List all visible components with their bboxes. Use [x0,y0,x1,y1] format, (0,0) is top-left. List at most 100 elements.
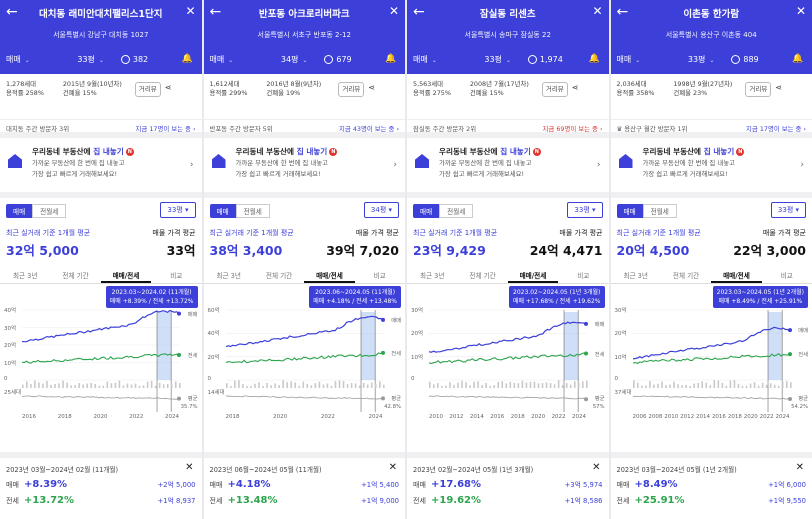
visitor-rank-bar[interactable]: 대치동 주간 방문자 3위 지금 17명이 보는 중 › [0,120,202,138]
chart-tab[interactable]: 비교 [780,272,793,280]
visitor-rank-bar[interactable]: 잠실동 주간 방문자 2위 지금 69명이 보는 중 › [407,120,609,138]
street-view-button[interactable]: 거리뷰 [134,82,161,98]
chevron-down-icon: ⌄ [505,56,511,64]
price-chart[interactable]: 2023.03~2024.05 (1년 2개월) 매매 +8.49% / 전세 +… [611,284,812,422]
price-area-select[interactable]: 33평 ▾ [160,202,196,218]
comments-button[interactable]: 382 [120,54,177,64]
chart-tab-active[interactable]: 매매/전세 [711,266,762,283]
sale-change-pct: +8.49% [634,479,678,490]
avg-price-label: 매물 가격 평균 [152,229,196,237]
tab-sale[interactable]: 매매 [616,204,643,218]
x-tick-label: 2020 [743,414,758,420]
x-tick-label: 2020 [273,414,288,420]
chart-tab[interactable]: 최근 3년 [419,272,445,280]
back-arrow-icon[interactable]: ← [616,4,629,20]
tab-jeonse[interactable]: 전월세 [642,204,677,218]
sale-series-line [225,315,383,348]
recent-price-label: 최근 실거래 기준 1개월 평균 [616,229,701,237]
area-select[interactable]: 34평 ⌄ [264,54,324,65]
close-icon[interactable]: ✕ [388,4,399,18]
share-icon[interactable]: ⋖ [571,83,579,92]
chart-tab[interactable]: 비교 [170,272,183,280]
share-icon[interactable]: ⋖ [368,83,375,92]
volume-bar [70,385,72,388]
bell-icon[interactable]: 🔔 [588,54,600,64]
bell-icon[interactable]: 🔔 [385,54,397,64]
price-chart[interactable]: 2023.06~2024.05 (11개월) 매매 +4.18% / 전세 +13… [204,284,406,422]
volume-bar [78,383,80,388]
price-chart[interactable]: 2023.03~2024.02 (11개월) 매매 +8.39% / 전세 +13… [0,284,202,422]
area-select[interactable]: 33평 ⌄ [60,54,120,65]
jeonse-label: 전세 [6,497,19,505]
share-icon[interactable]: ⋖ [775,83,782,92]
tab-jeonse[interactable]: 전월세 [439,204,474,218]
y-tick-label: 10억 [614,354,627,361]
close-icon[interactable]: ✕ [592,4,603,18]
street-view-button[interactable]: 거리뷰 [338,82,365,98]
list-property-banner[interactable]: 우리동네 부동산에 집 내놓기 N 가까운 부동산에 한 번에 집 내놓고 가장 … [0,138,202,198]
price-area-select[interactable]: 34평 ▾ [363,202,399,218]
comments-button[interactable]: 679 [324,54,380,64]
sale-label: 매매 [413,481,426,489]
chart-tab[interactable]: 전체 기간 [62,272,89,280]
comment-icon [527,54,537,64]
chart-tab[interactable]: 전체 기간 [672,272,700,280]
chart-tab[interactable]: 비교 [373,272,386,280]
volume-bar [477,381,479,388]
visitor-rank-bar[interactable]: ♛ 용산구 월간 방문자 1위 지금 17명이 보는 중 › [610,120,812,138]
chart-tab-active[interactable]: 매매/전세 [507,266,559,283]
back-arrow-icon[interactable]: ← [209,4,222,20]
chart-tab-active[interactable]: 매매/전세 [304,266,355,283]
street-view-button[interactable]: 거리뷰 [745,82,772,98]
chart-tab[interactable]: 최근 3년 [216,272,241,280]
share-icon[interactable]: ⋖ [164,83,172,92]
close-icon[interactable]: ✕ [185,4,196,18]
bell-icon[interactable]: 🔔 [181,54,193,64]
close-icon[interactable]: ✕ [592,462,601,473]
chart-tab[interactable]: 전체 기간 [469,272,496,280]
list-property-banner[interactable]: 우리동네 부동산에 집 내놓기 N 가까운 부동산에 한 번에 집 내놓고 가장 … [203,138,405,198]
list-property-banner[interactable]: 우리동네 부동산에 집 내놓기 N 가까운 부동산에 한 번에 집 내놓고 가장 … [610,138,812,198]
trade-type-select[interactable]: 매매 ⌄ [0,54,60,65]
area-select[interactable]: 33평 ⌄ [671,54,731,65]
chart-tab[interactable]: 최근 3년 [12,272,38,280]
visitor-rank-bar[interactable]: 반포동 주간 방문자 5위 지금 43명이 보는 중 › [203,120,405,138]
chart-tab[interactable]: 최근 3년 [623,272,648,280]
close-icon[interactable]: ✕ [185,462,194,473]
volume-bar [700,381,703,388]
trade-type-select[interactable]: 매매 ⌄ [204,54,264,65]
volume-bar [785,381,788,388]
close-icon[interactable]: ✕ [795,4,806,18]
bell-icon[interactable]: 🔔 [792,54,804,64]
back-arrow-icon[interactable]: ← [6,4,18,20]
trade-type-select[interactable]: 매매 ⌄ [407,54,467,65]
chevron-right-icon: › [596,160,601,170]
chart-tab[interactable]: 전체 기간 [265,272,293,280]
sale-endpoint [380,317,385,322]
volume-bar [46,381,48,388]
close-icon[interactable]: ✕ [795,462,804,473]
price-area-select[interactable]: 33평 ▾ [567,202,603,218]
list-property-banner[interactable]: 우리동네 부동산에 집 내놓기 N 가까운 부동산에 한 번에 집 내놓고 가장 … [407,138,609,198]
visitor-rank: 반포동 주간 방문자 5위 [209,125,273,133]
price-chart[interactable]: 2023.02~2024.05 (1년 3개월) 매매 +17.68% / 전세 … [407,284,609,422]
chart-tab[interactable]: 비교 [577,272,590,280]
comments-button[interactable]: 1,974 [527,54,584,64]
tab-sale[interactable]: 매매 [209,204,236,218]
trade-type-select[interactable]: 매매 ⌄ [611,54,671,65]
tab-jeonse[interactable]: 전월세 [32,204,67,218]
comments-button[interactable]: 889 [731,54,787,64]
tab-jeonse[interactable]: 전월세 [235,204,270,218]
volume-bar [517,383,520,388]
close-icon[interactable]: ✕ [388,462,397,473]
tab-sale[interactable]: 매매 [6,204,33,218]
back-arrow-icon[interactable]: ← [413,4,425,20]
area-select[interactable]: 33평 ⌄ [467,54,527,65]
street-view-button[interactable]: 거리뷰 [541,82,568,98]
price-area-select[interactable]: 33평 ▾ [770,202,806,218]
comment-icon [120,54,130,64]
tab-sale[interactable]: 매매 [413,204,440,218]
chart-tab-active[interactable]: 매매/전세 [100,266,152,283]
volume-bar [358,385,360,388]
comment-count: 382 [132,54,149,64]
